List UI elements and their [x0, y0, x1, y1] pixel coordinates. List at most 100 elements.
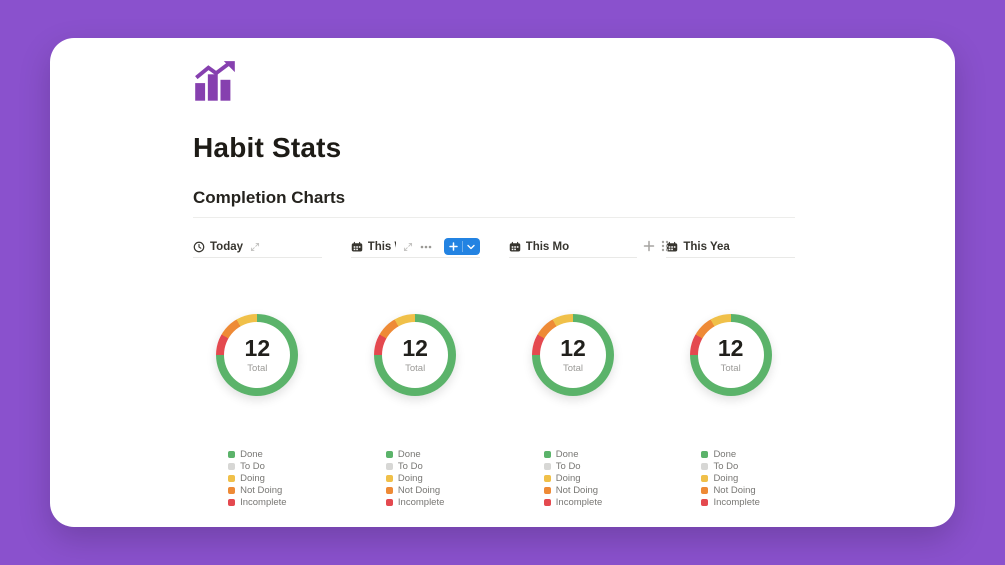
chart-legend: Done To Do Doing Not Doing Incomplete [701, 448, 760, 508]
view-tab-today[interactable]: Today [193, 236, 322, 258]
donut-total-label: Total [720, 362, 741, 374]
view-tab-label: This We [367, 240, 396, 253]
chevron-down-icon [466, 244, 475, 249]
chart-column-this-year: This Yea 12 Total Done To Do Doing Not D… [666, 236, 796, 508]
calendar-icon [351, 241, 362, 251]
legend-item: Done [543, 448, 602, 460]
donut-total-label: Total [247, 362, 268, 374]
legend-item: Incomplete [385, 496, 444, 508]
chart-legend: Done To Do Doing Not Doing Incomplete [228, 448, 287, 508]
legend-dot-done [228, 450, 236, 458]
legend-dot-done [543, 450, 551, 458]
legend-dot-incomplete [385, 498, 393, 506]
donut-total-label: Total [405, 362, 426, 374]
donut-chart-area: 12 Total [509, 314, 638, 396]
legend-item: Doing [701, 472, 759, 484]
page-card: Habit Stats Completion Charts [50, 38, 955, 527]
legend-item: To Do [543, 460, 602, 472]
legend-item: Incomplete [543, 496, 602, 508]
view-tab-this-week[interactable]: This We [350, 236, 480, 258]
expand-button[interactable] [250, 242, 260, 252]
clock-icon [193, 241, 205, 252]
drag-handle[interactable] [660, 239, 670, 253]
button-divider [461, 241, 463, 252]
divider [193, 217, 795, 218]
plus-icon [448, 242, 458, 251]
donut-center: 12 Total [540, 322, 606, 388]
view-tab-label: Today [210, 240, 244, 253]
donut-total-value: 12 [560, 334, 586, 361]
legend-item: Done [701, 448, 759, 460]
legend-item: Doing [543, 472, 602, 484]
legend-dot-doing [228, 474, 236, 482]
donut-chart-area: 12 Total [193, 314, 322, 396]
legend-item: Not Doing [701, 484, 759, 496]
legend-dot-incomplete [543, 498, 551, 506]
legend-item: To Do [701, 460, 759, 472]
legend-dot-not-doing [228, 486, 236, 494]
donut-total-value: 12 [717, 334, 744, 361]
donut-chart[interactable]: 12 Total [374, 314, 457, 396]
donut-total-value: 12 [244, 334, 271, 361]
view-tab-this-month[interactable]: This Mo [508, 236, 638, 258]
donut-total-label: Total [562, 362, 584, 374]
view-tab-this-year[interactable]: This Yea [666, 236, 796, 258]
page-content: Habit Stats Completion Charts [193, 38, 805, 508]
legend-item: Done [385, 448, 444, 460]
section-title: Completion Charts [193, 188, 346, 207]
legend-dot-done [701, 450, 709, 458]
calendar-icon [667, 241, 678, 251]
legend-dot-todo [385, 462, 393, 470]
legend-dot-doing [701, 474, 709, 482]
expand-button[interactable] [403, 242, 413, 252]
chart-column-today: Today 12 Total [193, 236, 322, 508]
ellipsis-icon [420, 245, 431, 248]
donut-chart-area: 12 Total [351, 314, 480, 396]
calendar-icon [509, 241, 520, 251]
page-title: Habit Stats [193, 132, 342, 163]
new-item-button[interactable] [443, 238, 480, 255]
donut-chart[interactable]: 12 Total [532, 314, 614, 396]
chart-increasing-icon[interactable] [193, 60, 237, 104]
legend-dot-not-doing [701, 486, 709, 494]
legend-dot-not-doing [385, 486, 393, 494]
view-tab-label: This Mo [525, 240, 570, 253]
donut-center: 12 Total [382, 322, 449, 388]
legend-dot-done [385, 450, 393, 458]
donut-total-value: 12 [402, 334, 428, 361]
legend-dot-doing [543, 474, 551, 482]
gap-toolbar [642, 239, 670, 253]
chart-column-this-week: This We [350, 236, 480, 508]
expand-icon [403, 242, 412, 251]
view-tab-label: This Yea [683, 240, 730, 253]
donut-chart[interactable]: 12 Total [216, 314, 299, 396]
legend-item: Doing [228, 472, 286, 484]
legend-item: Doing [385, 472, 444, 484]
chart-legend: Done To Do Doing Not Doing Incomplete [385, 448, 444, 508]
plus-icon [643, 240, 655, 252]
legend-item: To Do [385, 460, 444, 472]
donut-chart-area: 12 Total [666, 314, 795, 396]
legend-item: Incomplete [701, 496, 760, 508]
legend-item: Done [228, 448, 286, 460]
legend-dot-not-doing [543, 486, 551, 494]
more-options-button[interactable] [418, 243, 434, 251]
donut-chart[interactable]: 12 Total [689, 314, 772, 396]
legend-item: Not Doing [228, 484, 286, 496]
legend-item: Not Doing [543, 484, 602, 496]
legend-dot-todo [543, 462, 551, 470]
legend-dot-incomplete [228, 498, 236, 506]
expand-icon [250, 242, 260, 251]
donut-center: 12 Total [224, 322, 291, 388]
charts-grid: Today 12 Total [193, 236, 796, 508]
legend-item: Not Doing [385, 484, 444, 496]
drag-handle-icon [661, 240, 669, 252]
legend-dot-todo [228, 462, 236, 470]
chart-legend: Done To Do Doing Not Doing Incomplete [543, 448, 602, 508]
donut-center: 12 Total [697, 322, 764, 388]
legend-dot-doing [385, 474, 393, 482]
add-column-button[interactable] [642, 239, 656, 253]
legend-item: To Do [228, 460, 286, 472]
legend-item: Incomplete [228, 496, 287, 508]
